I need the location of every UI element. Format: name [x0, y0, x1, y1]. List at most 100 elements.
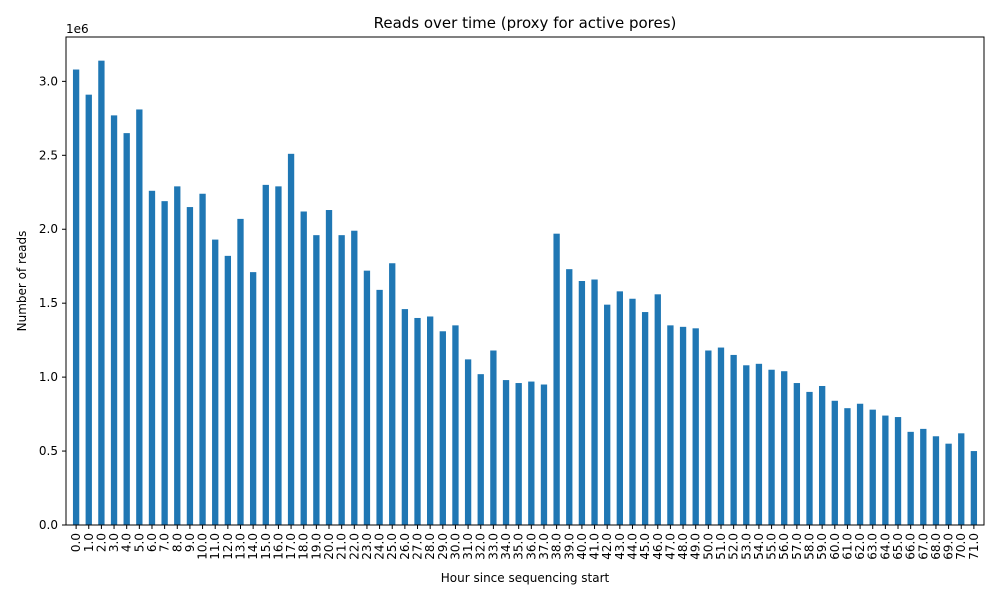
x-tick-label: 1.0 — [82, 533, 96, 552]
x-tick-label: 26.0 — [398, 533, 412, 560]
bar — [249, 272, 257, 525]
bar — [831, 400, 838, 525]
bar — [591, 279, 598, 525]
bar — [679, 326, 687, 525]
bar — [604, 304, 611, 525]
bar — [743, 365, 750, 525]
x-tick-label: 37.0 — [537, 533, 551, 560]
bar — [275, 186, 282, 526]
bar — [477, 374, 484, 525]
bar — [287, 153, 295, 525]
bar — [692, 328, 699, 525]
bar — [705, 350, 712, 525]
bar — [768, 369, 775, 525]
x-tick-label: 43.0 — [613, 533, 627, 560]
x-tick-label: 19.0 — [309, 533, 323, 560]
bar — [186, 207, 194, 525]
bar — [730, 354, 737, 525]
x-tick-label: 58.0 — [803, 533, 817, 560]
x-tick-label: 11.0 — [208, 533, 222, 560]
bar — [325, 210, 333, 525]
y-tick-label: 0.5 — [39, 444, 58, 458]
bar — [212, 239, 219, 525]
x-tick-label: 61.0 — [840, 533, 854, 560]
y-axis: 0.0 0.5 1.0 1.5 2.0 2.5 3.0 — [39, 74, 66, 532]
bar — [389, 263, 396, 525]
x-tick-label: 52.0 — [727, 533, 741, 560]
bar — [970, 451, 978, 525]
plot-frame — [65, 36, 985, 526]
x-tick-label: 20.0 — [322, 533, 336, 560]
x-tick-label: 35.0 — [512, 533, 526, 560]
bar — [123, 133, 130, 525]
x-tick-label: 62.0 — [853, 533, 867, 560]
x-tick-label: 17.0 — [284, 533, 298, 560]
x-tick-label: 12.0 — [221, 533, 235, 560]
x-tick-label: 25.0 — [385, 533, 399, 560]
x-tick-label: 60.0 — [828, 533, 842, 560]
bar — [300, 211, 307, 525]
bar — [629, 298, 636, 525]
x-tick-label: 21.0 — [335, 533, 349, 560]
y-tick-label: 1.5 — [39, 296, 58, 310]
x-tick-label: 28.0 — [423, 533, 437, 560]
x-tick-label: 54.0 — [752, 533, 766, 560]
bar — [439, 331, 446, 525]
x-tick-label: 42.0 — [600, 533, 614, 560]
bar — [920, 428, 927, 525]
bar — [401, 309, 409, 525]
bars-group — [72, 60, 978, 526]
x-tick-label: 66.0 — [904, 533, 918, 560]
x-tick-label: 9.0 — [183, 533, 197, 552]
x-tick-label: 31.0 — [461, 533, 475, 560]
x-tick-label: 39.0 — [562, 533, 576, 560]
x-tick-label: 2.0 — [94, 533, 108, 552]
bar — [958, 433, 965, 525]
x-tick-label: 36.0 — [524, 533, 538, 560]
y-tick-label: 2.5 — [39, 148, 58, 162]
bar — [869, 409, 876, 525]
x-tick-label: 6.0 — [145, 533, 159, 552]
x-tick-label: 47.0 — [663, 533, 677, 560]
bar — [553, 233, 560, 525]
x-tick-label: 10.0 — [196, 533, 210, 560]
bar — [452, 325, 459, 525]
bar — [110, 115, 118, 525]
bar — [85, 94, 92, 526]
x-tick-label: 46.0 — [651, 533, 665, 560]
bar — [641, 312, 649, 525]
x-tick-label: 33.0 — [486, 533, 500, 560]
x-tick-label: 38.0 — [550, 533, 564, 560]
bar — [818, 385, 826, 525]
x-axis-label: Hour since sequencing start — [441, 571, 610, 585]
x-tick-label: 14.0 — [246, 533, 260, 560]
bar — [578, 281, 586, 525]
x-tick-label: 56.0 — [777, 533, 791, 560]
x-tick-label: 3.0 — [107, 533, 121, 552]
x-tick-label: 27.0 — [411, 533, 425, 560]
chart-title: Reads over time (proxy for active pores) — [374, 14, 677, 32]
bar — [98, 60, 105, 525]
x-tick-label: 7.0 — [158, 533, 172, 552]
x-tick-label: 4.0 — [120, 533, 134, 552]
y-tick-label: 0.0 — [39, 518, 58, 532]
y-axis-label: Number of reads — [15, 231, 29, 332]
bar — [907, 431, 914, 525]
bar — [136, 109, 143, 526]
bar — [755, 363, 763, 525]
x-tick-label: 49.0 — [689, 533, 703, 560]
x-tick-label: 18.0 — [297, 533, 311, 560]
x-tick-label: 5.0 — [132, 533, 146, 552]
x-tick-label: 55.0 — [765, 533, 779, 560]
bar — [351, 230, 358, 525]
x-tick-label: 16.0 — [271, 533, 285, 560]
bar — [414, 317, 421, 525]
bar — [932, 436, 940, 525]
bar — [376, 289, 383, 525]
bar — [502, 380, 510, 525]
x-tick-label: 59.0 — [815, 533, 829, 560]
bar — [237, 218, 244, 525]
bar — [781, 371, 788, 525]
bar — [313, 235, 320, 525]
x-tick-label: 22.0 — [347, 533, 361, 560]
